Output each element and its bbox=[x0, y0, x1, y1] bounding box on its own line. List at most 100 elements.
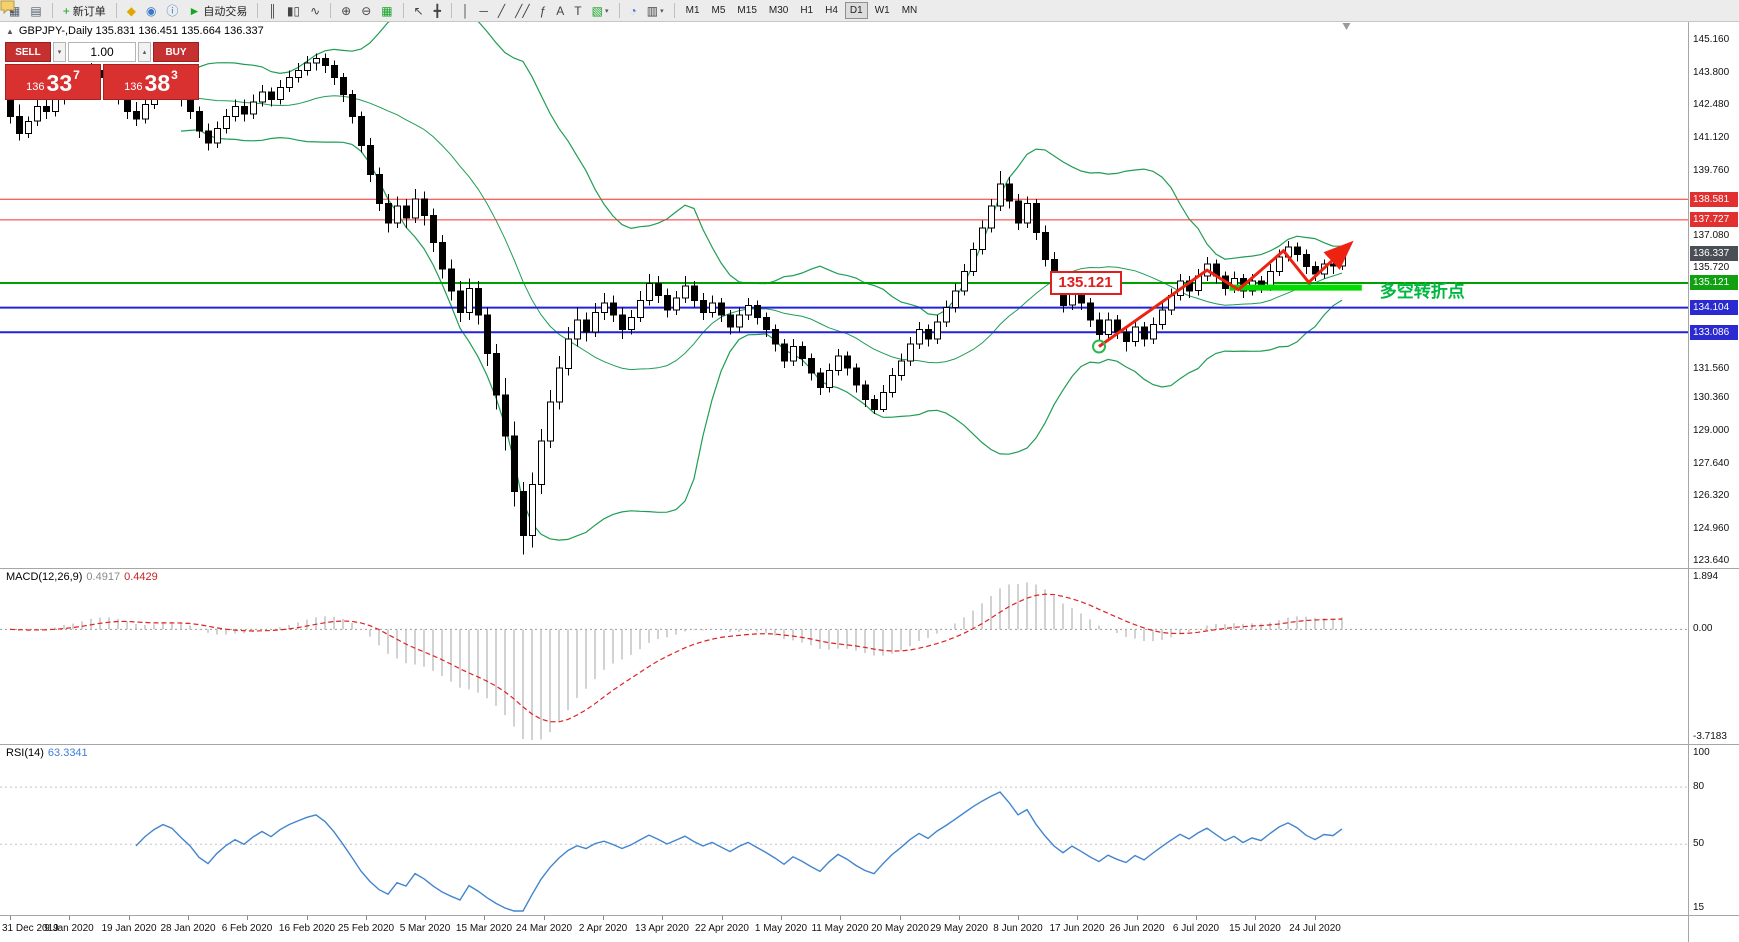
horizontal-line-icon[interactable]: ─ bbox=[479, 3, 488, 18]
line-chart-icon[interactable]: ∿ bbox=[310, 3, 321, 18]
timeframe-d1[interactable]: D1 bbox=[844, 2, 868, 19]
price-tick-label: 123.640 bbox=[1693, 555, 1730, 566]
one-click-collapse-icon[interactable]: ▲ bbox=[6, 27, 14, 36]
rsi-axis[interactable]: 100 80 50 15 bbox=[1689, 745, 1739, 916]
channel-icon[interactable]: ╱╱ bbox=[515, 3, 530, 18]
price-badge: 138.581 bbox=[1690, 192, 1738, 207]
macd-axis[interactable]: 1.894 0.00 -3.7183 bbox=[1689, 569, 1739, 745]
community-icon[interactable]: ◉ bbox=[145, 3, 157, 18]
period-clock-icon[interactable]: ◔ bbox=[629, 3, 637, 18]
timeframe-m5[interactable]: M5 bbox=[711, 5, 726, 16]
price-badge: 137.727 bbox=[1690, 212, 1738, 227]
date-label: 16 Feb 2020 bbox=[278, 923, 336, 934]
toolbar-separator bbox=[115, 3, 117, 18]
cursor-icon[interactable]: ↖ bbox=[413, 3, 424, 18]
macd-indicator-label: MACD(12,26,9) 0.4917 0.4429 bbox=[6, 571, 158, 583]
one-click-price-row: 136 33 7 136 38 3 bbox=[5, 64, 199, 100]
zoom-out-icon[interactable]: ⊖ bbox=[361, 3, 372, 18]
main-chart[interactable]: ▲ GBPJPY-,Daily 135.831 136.451 135.664 1… bbox=[0, 22, 1688, 569]
chart-panels: ▲ GBPJPY-,Daily 135.831 136.451 135.664 1… bbox=[0, 22, 1688, 942]
autotrading-button[interactable]: ► 自动交易 bbox=[188, 3, 248, 18]
price-badge: 134.104 bbox=[1690, 300, 1738, 315]
vertical-line-icon[interactable]: │ bbox=[461, 3, 470, 18]
rsi-axis-label: 15 bbox=[1693, 902, 1705, 913]
timeframe-m15[interactable]: M15 bbox=[737, 5, 757, 16]
date-tick bbox=[10, 916, 11, 920]
new-order-button[interactable]: + 新订单 bbox=[62, 3, 106, 18]
buy-button[interactable]: BUY bbox=[153, 42, 199, 62]
tile-windows-icon[interactable]: ▦ bbox=[381, 3, 393, 18]
rsi-canvas[interactable] bbox=[0, 745, 1688, 915]
macd-panel[interactable]: MACD(12,26,9) 0.4917 0.4429 bbox=[0, 569, 1688, 745]
date-tick bbox=[425, 916, 426, 920]
new-chart-icon[interactable]: ▦ bbox=[9, 3, 21, 18]
price-axis[interactable]: 145.160 143.800 142.480 141.120 139.760 137.0… bbox=[1689, 22, 1739, 569]
rsi-panel[interactable]: RSI(14) 63.3341 bbox=[0, 745, 1688, 916]
date-tick bbox=[247, 916, 248, 920]
date-label: 9 Jan 2020 bbox=[44, 923, 94, 934]
date-tick bbox=[840, 916, 841, 920]
date-label: 15 Mar 2020 bbox=[455, 923, 513, 934]
rsi-axis-label: 80 bbox=[1693, 781, 1705, 792]
price-tick-label: 145.160 bbox=[1693, 34, 1730, 45]
chart-shift-marker-icon bbox=[1342, 23, 1351, 30]
volume-increase-button[interactable]: ▴ bbox=[138, 42, 151, 62]
toolbar-separator bbox=[402, 3, 404, 18]
volume-decrease-button[interactable]: ▾ bbox=[53, 42, 66, 62]
toolbar-separator bbox=[51, 3, 53, 18]
label-icon[interactable]: T bbox=[574, 3, 582, 18]
text-icon[interactable]: A bbox=[556, 3, 565, 18]
toolbar-separator bbox=[330, 3, 332, 18]
date-tick bbox=[603, 916, 604, 920]
chart-profiles-icon[interactable]: ▤ bbox=[30, 3, 42, 18]
bar-chart-icon[interactable]: ║ bbox=[268, 3, 277, 18]
new-order-button-label: 新订单 bbox=[72, 5, 106, 18]
price-tick-label: 137.080 bbox=[1693, 230, 1730, 241]
shapes-icon-dropdown[interactable]: ▾ bbox=[604, 7, 609, 15]
price-level-label[interactable]: 135.121 bbox=[1049, 270, 1122, 295]
timeframe-m1[interactable]: M1 bbox=[685, 5, 700, 16]
timeframe-mn[interactable]: MN bbox=[901, 5, 918, 16]
timeframe-h1[interactable]: H1 bbox=[800, 5, 814, 16]
crosshair-icon[interactable]: ╋ bbox=[433, 3, 441, 18]
trendline-icon[interactable]: ╱ bbox=[497, 3, 506, 18]
candlestick-chart-icon[interactable]: ▮▯ bbox=[286, 3, 301, 18]
price-tick-label: 130.360 bbox=[1693, 392, 1730, 403]
date-label: 22 Apr 2020 bbox=[695, 923, 749, 934]
macd-canvas[interactable] bbox=[0, 569, 1688, 744]
sell-button[interactable]: SELL bbox=[5, 42, 51, 62]
indicators-list-icon[interactable]: ▥ ▾ bbox=[646, 3, 664, 18]
date-tick bbox=[69, 916, 70, 920]
indicators-list-icon-dropdown[interactable]: ▾ bbox=[660, 7, 664, 15]
date-tick bbox=[366, 916, 367, 920]
zoom-in-icon[interactable]: ⊕ bbox=[341, 3, 352, 18]
macd-histogram bbox=[18, 582, 1343, 740]
date-axis[interactable]: 31 Dec 2019 9 Jan 2020 19 Jan 2020 28 Jan 2… bbox=[0, 916, 1688, 942]
price-axis-column: 145.160 143.800 142.480 141.120 139.760 137.0… bbox=[1688, 22, 1739, 942]
date-tick bbox=[1018, 916, 1019, 920]
sell-price-button[interactable]: 136 33 7 bbox=[5, 64, 101, 100]
shapes-icon[interactable]: ▧ ▾ bbox=[591, 3, 609, 18]
help-icon[interactable]: ⓘ bbox=[166, 3, 179, 18]
date-label: 6 Feb 2020 bbox=[221, 923, 273, 934]
main-chart-canvas[interactable] bbox=[0, 22, 1688, 568]
date-tick bbox=[544, 916, 545, 920]
price-tick-label: 139.760 bbox=[1693, 165, 1730, 176]
sell-price-base: 136 bbox=[26, 80, 45, 93]
price-badge: 135.121 bbox=[1690, 275, 1738, 290]
volume-input[interactable] bbox=[68, 42, 136, 62]
price-tick-label: 141.120 bbox=[1693, 132, 1730, 143]
timeframe-h4[interactable]: H4 bbox=[825, 5, 838, 16]
fibonacci-icon[interactable]: ƒ bbox=[539, 3, 547, 18]
macd-axis-label: 1.894 bbox=[1693, 571, 1719, 582]
date-tick bbox=[1315, 916, 1316, 920]
timeframe-w1[interactable]: W1 bbox=[874, 5, 890, 16]
date-label: 17 Jun 2020 bbox=[1049, 923, 1105, 934]
bollinger-middle-band bbox=[180, 95, 1343, 371]
macd-label: MACD(12,26,9) bbox=[6, 571, 83, 583]
buy-price-button[interactable]: 136 38 3 bbox=[103, 64, 199, 100]
trend-arrow-annotation bbox=[1098, 240, 1354, 348]
metaeditor-icon[interactable]: ◆ bbox=[126, 3, 136, 18]
rsi-axis-label: 100 bbox=[1693, 747, 1710, 758]
timeframe-m30[interactable]: M30 bbox=[768, 5, 789, 16]
